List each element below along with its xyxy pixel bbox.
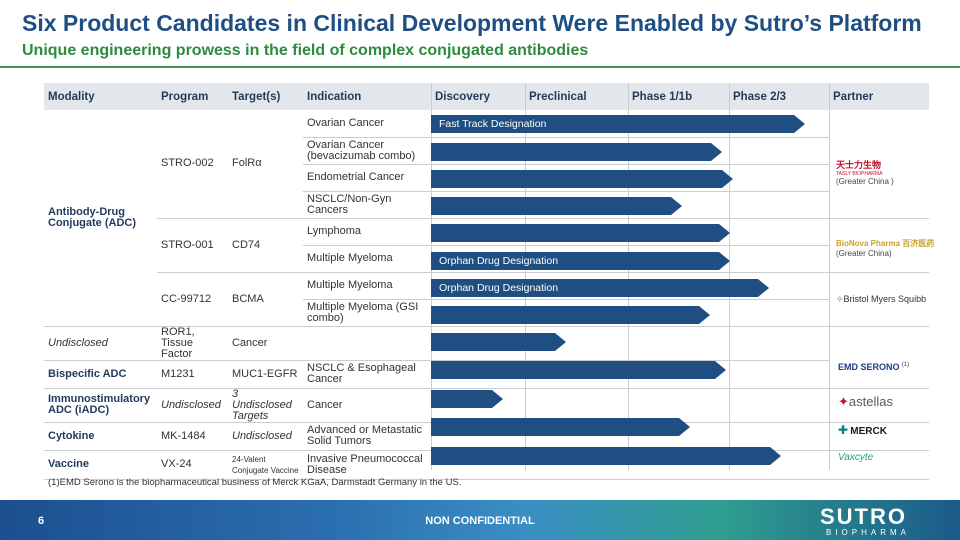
indication-cell: NSCLC/Non-Gyn Cancers <box>303 191 431 219</box>
stage-divider <box>729 83 730 470</box>
indication-cell: Multiple Myeloma <box>303 272 431 300</box>
bms-mark-icon: ✧ <box>836 294 844 304</box>
target-cc99712: BCMA <box>228 272 303 327</box>
program-undisclosed: Undisclosed <box>157 388 228 423</box>
target-vx24: 24-Valent Conjugate Vaccine <box>228 450 303 480</box>
table-row: Cytokine MK-1484 Undisclosed Advanced or… <box>44 422 929 451</box>
header-phase2: Phase 2/3 <box>729 83 829 110</box>
header-discovery: Discovery <box>431 83 525 110</box>
stage-divider <box>431 83 432 470</box>
bar-label: Orphan Drug Designation <box>439 255 559 267</box>
merck-logo: ✚ MERCK <box>838 423 887 437</box>
header-indication: Indication <box>303 83 431 110</box>
modality-cytokine: Cytokine <box>44 422 157 451</box>
header-modality: Modality <box>44 83 157 110</box>
emd-logo: EMD SERONO (1) <box>838 362 910 372</box>
partner-vaxcyte <box>829 450 929 480</box>
header-preclinical: Preclinical <box>525 83 628 110</box>
astellas-swoosh-icon: ✦ <box>838 394 849 409</box>
page-title: Six Product Candidates in Clinical Devel… <box>22 10 922 36</box>
indication-cell: NSCLC & Esophageal Cancer <box>303 360 431 389</box>
target-undisclosed: 3 Undisclosed Targets <box>228 388 303 423</box>
footnote: (1)EMD Serono is the biopharmaceutical b… <box>48 477 462 488</box>
bar-label: Orphan Drug Designation <box>439 282 559 294</box>
table-header-row: Modality Program Target(s) Indication Di… <box>44 83 929 110</box>
footer-banner: 6 NON CONFIDENTIAL SUTRO BIOPHARMA <box>0 500 960 540</box>
pipeline-bar <box>431 143 722 161</box>
pipeline-bar <box>431 447 781 465</box>
partner-tasly <box>829 110 929 219</box>
program-m1231: M1231 <box>157 360 228 389</box>
program-vx24: VX-24 <box>157 450 228 480</box>
target-ror1: ROR1, Tissue Factor <box>157 326 228 361</box>
bionova-logo: BioNova Pharma 百济医药 (Greater China) <box>836 239 935 258</box>
table-row: Immunostimulatory ADC (iADC) Undisclosed… <box>44 388 929 423</box>
partner-astellas <box>829 388 929 423</box>
target-m1231: MUC1-EGFR <box>228 360 303 389</box>
stage-divider <box>525 83 526 470</box>
header-program: Program <box>157 83 228 110</box>
sutro-logo-sub: BIOPHARMA <box>826 528 911 537</box>
program-stro002: STRO-002 <box>157 110 228 219</box>
program-stro001: STRO-001 <box>157 218 228 273</box>
target-stro002: FolRα <box>228 110 303 219</box>
tasly-logo: 天士力生物 TASLY BIOPHARMA (Greater China ) <box>836 160 894 186</box>
pipeline-bar: Fast Track Designation <box>431 115 805 133</box>
indication-cell: Cancer <box>303 388 431 423</box>
bar-label: Fast Track Designation <box>439 118 547 130</box>
page-number: 6 <box>38 515 45 527</box>
program-undisclosed: Undisclosed <box>44 326 157 361</box>
modality-bispecific: Bispecific ADC <box>44 360 157 389</box>
bms-logo: ✧Bristol Myers Squibb <box>836 294 927 304</box>
indication-cell: Invasive Pneumococcal Disease <box>303 450 431 480</box>
indication-cell: Ovarian Cancer <box>303 110 431 138</box>
partner-emd <box>829 360 929 389</box>
confidentiality-label: NON CONFIDENTIAL <box>425 515 535 527</box>
partner-bms <box>829 272 929 327</box>
indication-cell: Advanced or Metastatic Solid Tumors <box>303 422 431 451</box>
modality-vaccine: Vaccine <box>44 450 157 480</box>
page-subtitle: Unique engineering prowess in the field … <box>22 42 589 59</box>
program-mk1484: MK-1484 <box>157 422 228 451</box>
target-stro001: CD74 <box>228 218 303 273</box>
indication-cell: Lymphoma <box>303 218 431 246</box>
pipeline-bar: Orphan Drug Designation <box>431 279 769 297</box>
modality-iadc: Immunostimulatory ADC (iADC) <box>44 388 157 423</box>
partner-bionova <box>829 218 929 273</box>
indication-cell: Endometrial Cancer <box>303 164 431 192</box>
pipeline-bar <box>431 170 733 188</box>
pipeline-bar <box>431 418 690 436</box>
pipeline-bar <box>431 333 566 351</box>
modality-adc: Antibody-Drug Conjugate (ADC) <box>44 110 157 327</box>
indication-cell: Cancer <box>228 326 303 361</box>
pipeline-bar: Orphan Drug Designation <box>431 252 730 270</box>
vaxcyte-logo: Vaxcyte <box>838 452 874 463</box>
pipeline-bar <box>431 224 730 242</box>
header-phase1: Phase 1/1b <box>628 83 729 110</box>
indication-cell: Multiple Myeloma (GSI combo) <box>303 299 431 327</box>
astellas-logo: ✦astellas <box>838 394 893 409</box>
indication-cell: Multiple Myeloma <box>303 245 431 273</box>
target-mk1484: Undisclosed <box>228 422 303 451</box>
header-partner: Partner <box>829 83 929 110</box>
partner-merck <box>829 422 929 451</box>
pipeline-bar <box>431 390 503 408</box>
stage-divider <box>628 83 629 470</box>
pipeline-bar <box>431 361 726 379</box>
indication-cell: Ovarian Cancer (bevacizumab combo) <box>303 137 431 165</box>
pipeline-bar <box>431 306 710 324</box>
program-cc99712: CC-99712 <box>157 272 228 327</box>
pipeline-bar <box>431 197 682 215</box>
header-targets: Target(s) <box>228 83 303 110</box>
sutro-logo: SUTRO <box>820 504 907 529</box>
merck-mark-icon: ✚ <box>838 423 849 437</box>
stage-divider <box>829 83 830 470</box>
title-divider <box>0 66 960 68</box>
